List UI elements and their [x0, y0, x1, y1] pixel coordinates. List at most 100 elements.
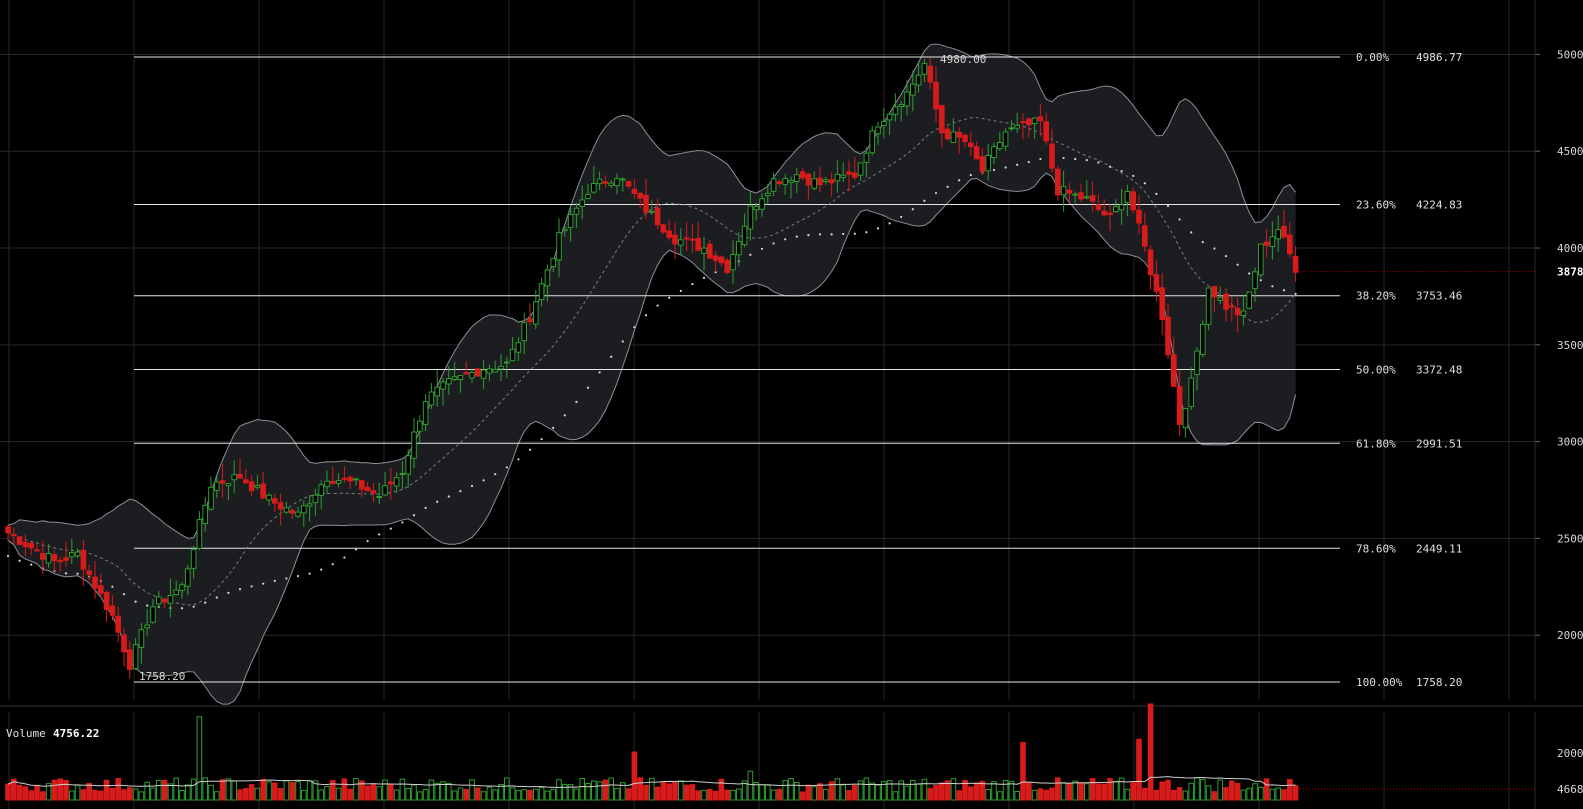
candle-up	[904, 91, 910, 107]
candle-up	[295, 511, 301, 517]
candle-down	[724, 259, 731, 273]
volume-bar	[393, 789, 400, 801]
ma-dot	[1085, 159, 1088, 162]
axis-tick-label: 4000	[1557, 242, 1583, 255]
volume-bar	[1136, 738, 1142, 801]
volume-bar	[944, 780, 951, 801]
volume-bar	[881, 781, 887, 801]
candle-up	[69, 552, 75, 558]
candle-up	[254, 484, 261, 488]
volume-bar	[799, 791, 806, 801]
candle-down	[939, 105, 945, 134]
candle-down	[968, 142, 974, 148]
volume-bar	[573, 788, 580, 801]
volume-bar	[1113, 780, 1119, 801]
candle-up	[562, 228, 568, 232]
candle-up	[399, 472, 406, 475]
volume-bar	[1020, 741, 1026, 801]
ma-dot	[888, 222, 891, 225]
volume-bar	[968, 786, 974, 801]
candle-up	[1008, 127, 1015, 130]
volume-bar	[341, 778, 348, 801]
volume-bar	[828, 781, 835, 801]
volume-bar	[225, 778, 232, 801]
volume-bar	[678, 780, 684, 801]
candle-up	[863, 152, 870, 163]
ma-dot	[946, 185, 949, 188]
candle-up	[440, 381, 446, 390]
ma-dot	[494, 473, 497, 476]
candle-down	[57, 560, 64, 563]
volume-bar	[765, 784, 771, 801]
volume-bar	[1240, 789, 1247, 801]
volume-bar	[277, 788, 284, 801]
volume-bar	[1147, 703, 1154, 801]
volume-bar	[1026, 782, 1032, 801]
volume-bar	[1200, 778, 1206, 801]
candle-up	[840, 174, 847, 178]
volume-bar	[1037, 788, 1044, 801]
volume-bar	[886, 780, 893, 801]
volume-bar	[80, 789, 87, 801]
volume-bar	[219, 779, 226, 801]
candle-down	[1292, 255, 1299, 273]
candle-up	[312, 494, 319, 504]
volume-bar	[556, 779, 562, 801]
volume-bar	[324, 785, 330, 801]
volume-bar	[173, 777, 179, 801]
ma-dot	[958, 179, 961, 182]
ma-dot	[575, 400, 578, 404]
ma-dot	[668, 296, 671, 299]
candles	[5, 57, 1299, 679]
candle-up	[753, 205, 760, 211]
candle-up	[747, 205, 754, 230]
candle-up	[405, 455, 411, 475]
volume-bar	[927, 787, 934, 801]
candle-down	[463, 372, 469, 375]
ma-dot	[1120, 170, 1123, 173]
candle-down	[1055, 168, 1061, 196]
volume-bar	[295, 780, 301, 801]
candle-up	[469, 372, 475, 379]
candle-down	[637, 192, 644, 199]
volume-bar	[376, 786, 382, 801]
candle-up	[1217, 297, 1224, 301]
volume-bar	[127, 787, 133, 801]
ma-dot	[795, 235, 798, 238]
volume-bar	[649, 777, 655, 801]
candle-down	[1223, 293, 1229, 310]
volume-bar	[486, 786, 493, 801]
candle-up	[1258, 243, 1264, 276]
candle-up	[869, 130, 876, 154]
candle-up	[985, 154, 992, 172]
volume-bar	[672, 781, 678, 801]
ma-dot	[1201, 240, 1204, 244]
volume-bar	[1246, 787, 1253, 801]
volume-bar	[1188, 782, 1195, 801]
candle-down	[1078, 192, 1084, 200]
candle-up	[794, 174, 800, 183]
current-price-tag: 3878	[1557, 266, 1583, 279]
ma-dot	[250, 585, 253, 588]
ma-dot	[273, 579, 276, 582]
volume-bar	[747, 770, 754, 801]
volume-bar	[132, 788, 139, 801]
volume-bar	[1118, 777, 1125, 801]
ma-dot	[807, 234, 810, 237]
ma-dot	[923, 199, 926, 202]
volume-bar	[579, 778, 586, 801]
volume-bar	[16, 784, 23, 801]
candle-down	[475, 368, 481, 377]
candle-down	[973, 146, 980, 160]
volume-bar	[620, 782, 626, 801]
ma-dot	[192, 605, 195, 608]
volume-bar	[463, 788, 469, 801]
candle-up	[190, 549, 197, 569]
volume-bar	[74, 784, 81, 801]
candle-up	[150, 606, 156, 623]
volume-bar	[335, 787, 342, 801]
volume-bar	[666, 783, 673, 801]
volume-bar	[770, 789, 777, 801]
ma-dot	[1178, 218, 1181, 221]
